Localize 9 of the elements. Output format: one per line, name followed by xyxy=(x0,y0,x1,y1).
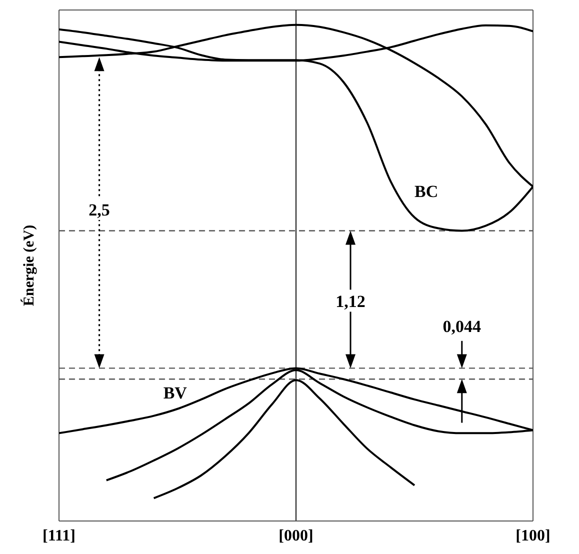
annotation: 0,044 xyxy=(442,317,482,336)
x-tick-label: [100] xyxy=(516,527,550,544)
annotation: BC xyxy=(414,182,438,202)
y-axis-title: Énergie (eV) xyxy=(20,224,38,306)
x-tick-label: [000] xyxy=(278,527,314,544)
x-tick-label: [111] xyxy=(42,527,76,544)
annotation: 1,12 xyxy=(336,292,366,312)
annotation: BV xyxy=(163,384,188,402)
annotation: 2,5 xyxy=(88,200,110,220)
